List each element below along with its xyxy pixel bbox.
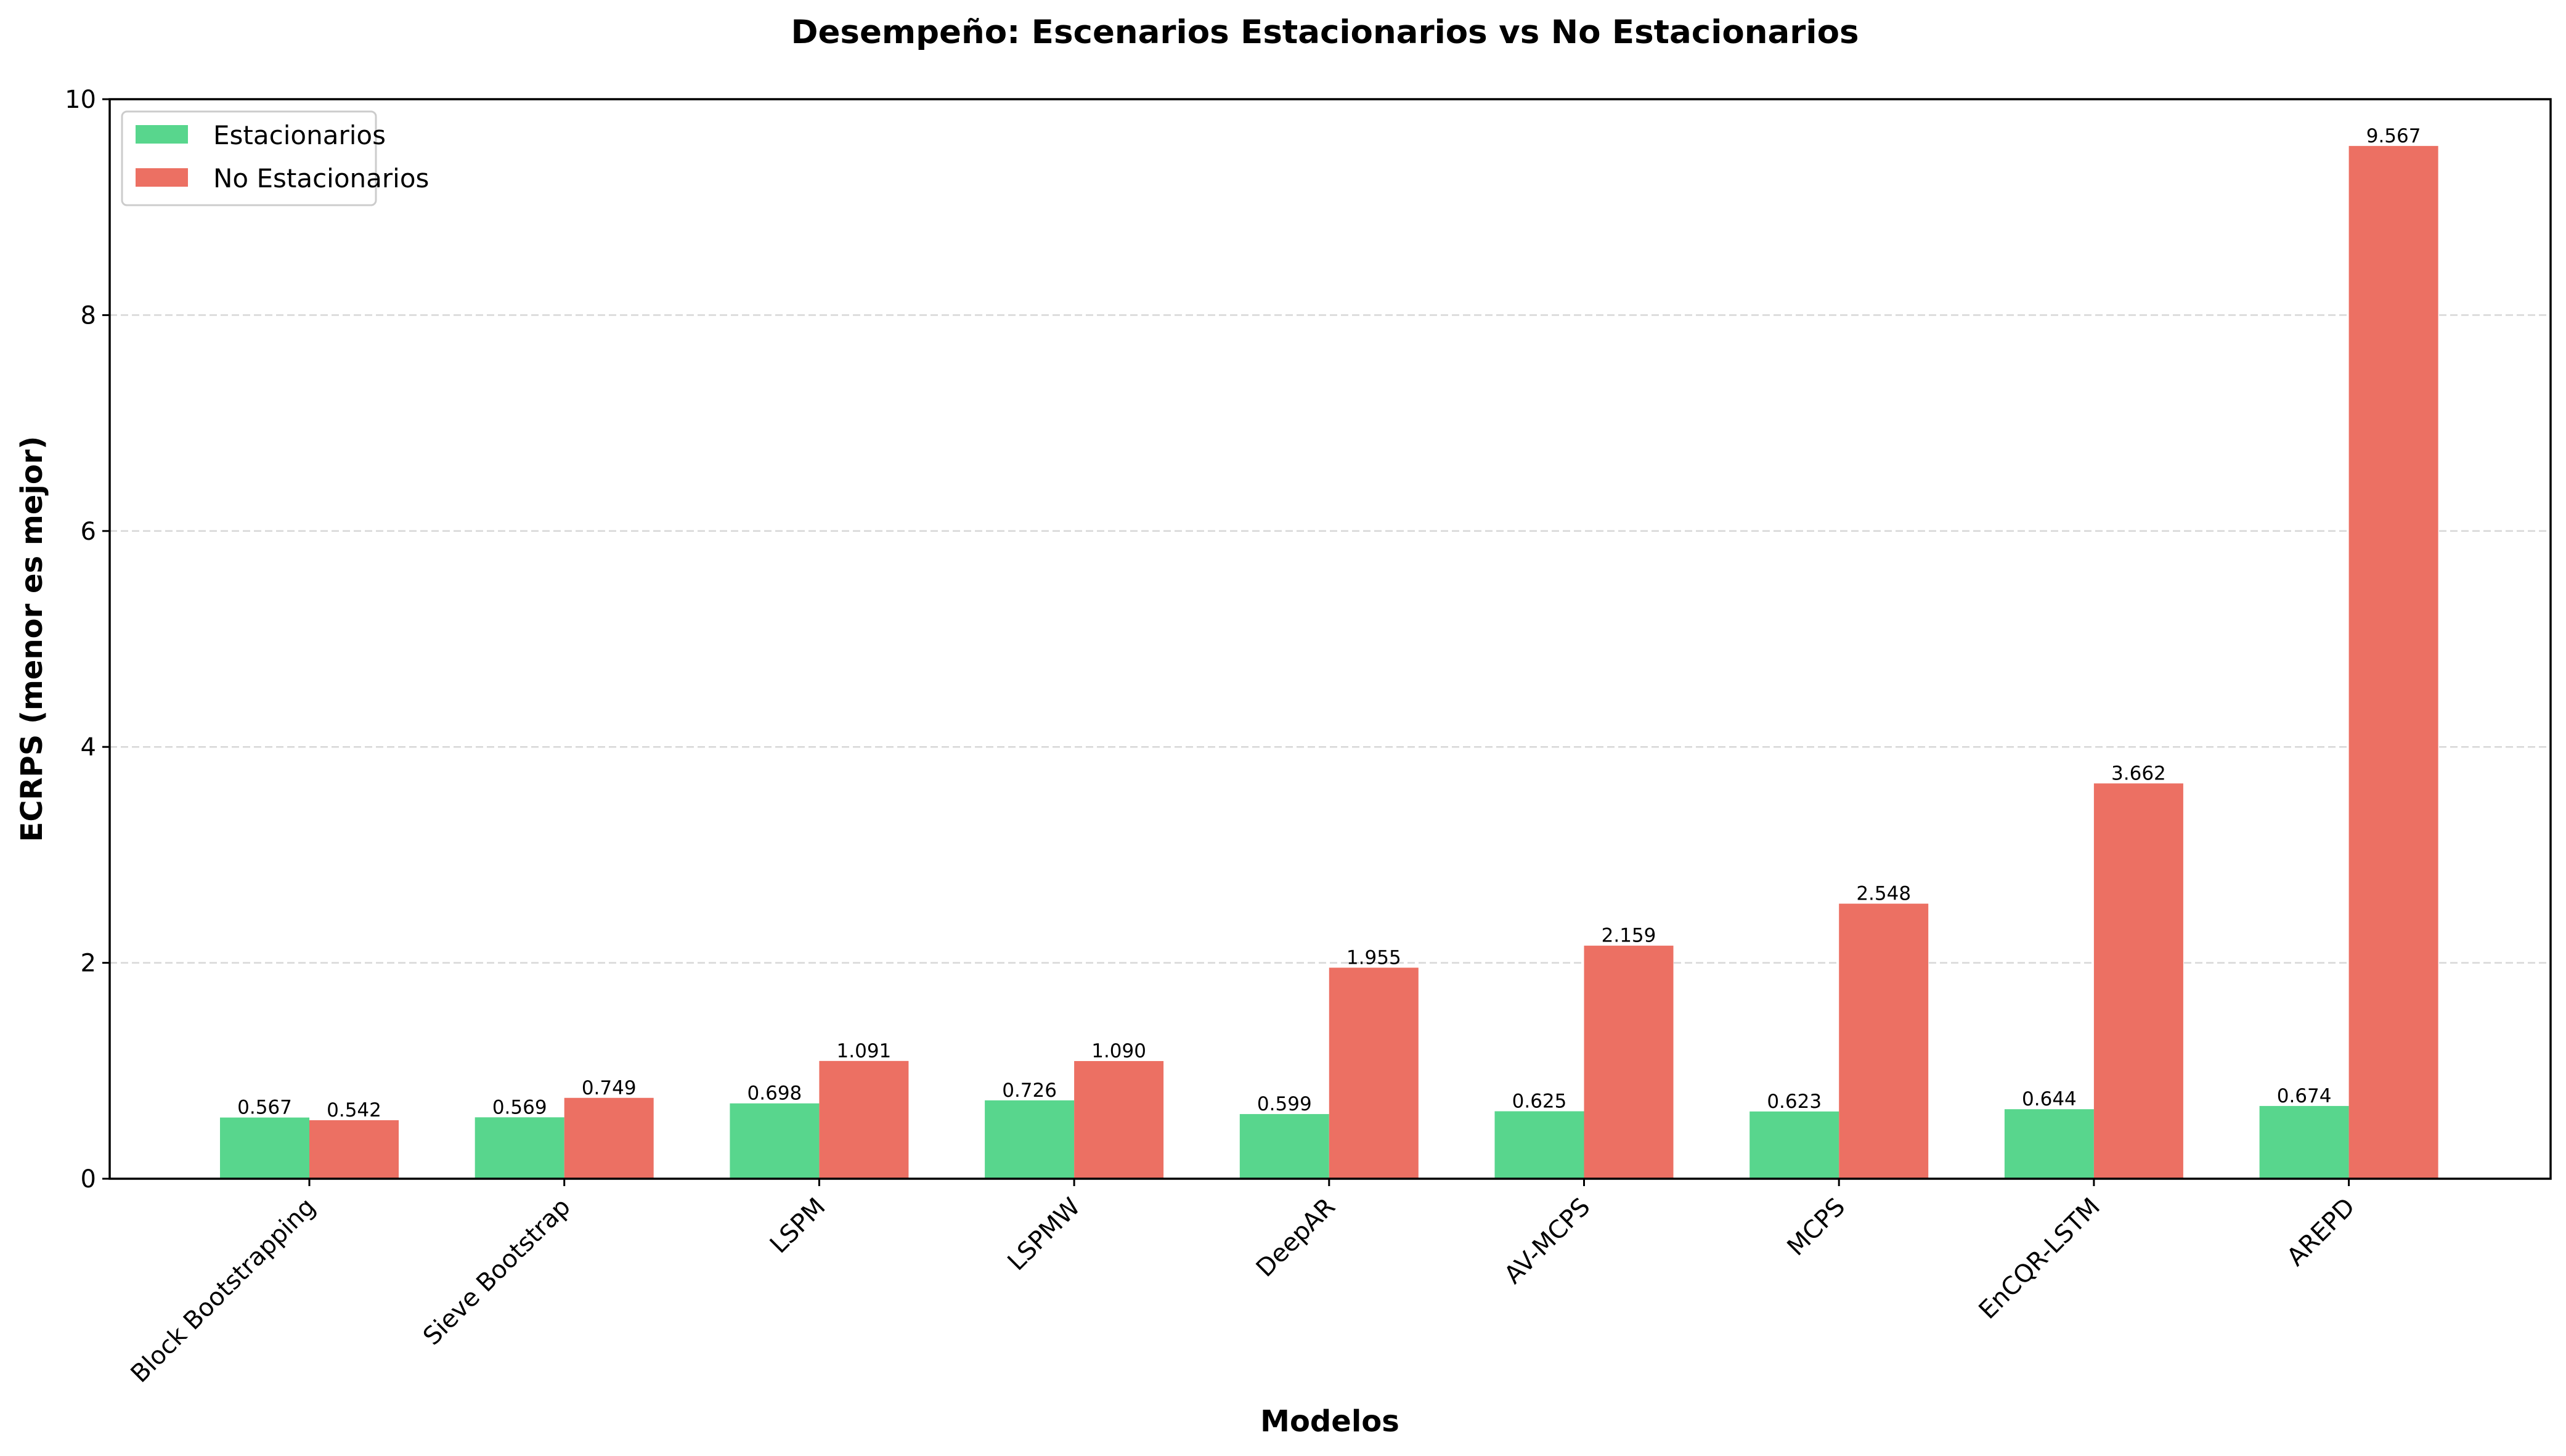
bar-value-label: 9.567 — [2366, 125, 2421, 147]
y-axis: 0 2 4 6 8 10 — [65, 86, 110, 1194]
bar-estacionarios — [1239, 1114, 1329, 1179]
x-tick-label: EnCQR-LSTM — [1974, 1193, 2106, 1325]
bar-estacionarios — [2004, 1109, 2094, 1179]
y-tick-label: 10 — [65, 86, 96, 114]
x-axis-label: Modelos — [1260, 1404, 1399, 1439]
chart-title: Desempeño: Escenarios Estacionarios vs N… — [791, 14, 1859, 51]
bar-value-label: 2.159 — [1602, 925, 1656, 947]
x-axis: Block Bootstrapping Sieve Bootstrap LSPM LS… — [126, 1179, 2361, 1388]
y-tick-label: 0 — [81, 1165, 96, 1194]
x-tick-label: AV-MCPS — [1499, 1193, 1595, 1290]
bar-value-label: 1.955 — [1346, 946, 1401, 969]
y-tick-label: 6 — [81, 518, 96, 546]
bar-estacionarios — [2259, 1105, 2349, 1179]
x-tick-label: LSPMW — [1003, 1193, 1086, 1277]
y-tick-label: 8 — [81, 301, 96, 330]
bar-estacionarios — [1494, 1111, 1584, 1179]
bar-value-label: 0.726 — [1002, 1080, 1057, 1102]
bar-value-label: 0.674 — [2277, 1085, 2332, 1107]
bar-value-labels: 0.567 0.542 0.569 0.749 0.698 1.091 0.726 1.090… — [237, 125, 2421, 1121]
bar-estacionarios — [1749, 1111, 1839, 1179]
plot-area-frame — [108, 98, 2552, 1180]
grid-lines — [110, 314, 2551, 964]
bar-value-label: 0.749 — [582, 1077, 637, 1099]
legend-label-estacionarios: Estacionarios — [213, 120, 386, 150]
bar-value-label: 0.569 — [492, 1096, 547, 1118]
legend-swatch-no-estacionarios — [136, 168, 188, 187]
bar-no-estacionarios — [1074, 1061, 1164, 1179]
bar-no-estacionarios — [1329, 967, 1419, 1179]
y-axis-label: ECRPS (menor es mejor) — [15, 436, 49, 842]
bar-estacionarios — [220, 1117, 309, 1179]
bar-no-estacionarios — [1584, 945, 1674, 1179]
bar-no-estacionarios — [309, 1120, 399, 1179]
x-tick-label: DeepAR — [1251, 1193, 1341, 1283]
y-tick-label: 4 — [81, 733, 96, 762]
bar-value-label: 3.662 — [2111, 762, 2166, 784]
bar-value-label: 0.599 — [1257, 1093, 1312, 1115]
bar-estacionarios — [730, 1103, 820, 1179]
legend-swatch-estacionarios — [136, 125, 188, 144]
bar-value-label: 0.623 — [1767, 1091, 1822, 1113]
bar-value-label: 0.698 — [747, 1083, 802, 1105]
bar-no-estacionarios — [564, 1097, 654, 1179]
x-tick-label: Sieve Bootstrap — [418, 1193, 576, 1351]
bar-value-label: 0.542 — [327, 1099, 381, 1121]
x-tick-label: MCPS — [1782, 1193, 1851, 1262]
legend-label-no-estacionarios: No Estacionarios — [213, 163, 429, 193]
bar-no-estacionarios — [1839, 903, 1929, 1179]
bar-no-estacionarios — [819, 1060, 909, 1179]
bar-no-estacionarios — [2093, 783, 2183, 1179]
bar-value-label: 1.090 — [1091, 1040, 1146, 1062]
bar-estacionarios — [985, 1100, 1075, 1179]
x-tick-label: Block Bootstrapping — [126, 1193, 322, 1389]
legend: Estacionarios No Estacionarios — [121, 110, 429, 206]
bar-no-estacionarios — [2348, 145, 2438, 1179]
bars — [220, 145, 2438, 1179]
x-tick-label: LSPM — [765, 1193, 831, 1259]
x-tick-label: AREPD — [2281, 1193, 2360, 1272]
y-tick-label: 2 — [81, 950, 96, 978]
bar-estacionarios — [475, 1117, 564, 1179]
bar-value-label: 0.625 — [1512, 1091, 1567, 1113]
bar-value-label: 0.644 — [2022, 1088, 2077, 1110]
bar-value-label: 0.567 — [237, 1097, 292, 1119]
bar-value-label: 1.091 — [837, 1040, 892, 1062]
bar-value-label: 2.548 — [1856, 883, 1911, 905]
